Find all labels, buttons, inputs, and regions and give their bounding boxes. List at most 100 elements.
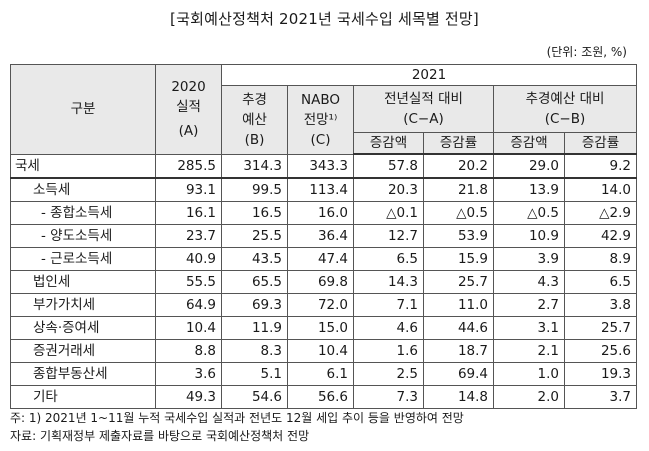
- cell-2020: 8.8: [155, 339, 222, 363]
- cell-supp: 16.5: [221, 201, 288, 225]
- cell-rate-budget: 6.5: [563, 270, 638, 294]
- cell-diff-budget: 2.0: [493, 385, 565, 409]
- header-increase-rate: 증감률: [563, 132, 638, 155]
- cell-nabo: 113.4: [287, 177, 354, 202]
- header-vs-prior-actual: 전년실적 대비 (C−A): [353, 85, 494, 133]
- cell-rate-actual: △0.5: [423, 201, 494, 225]
- cell-supp: 99.5: [221, 177, 288, 202]
- cell-2020: 285.5: [155, 153, 222, 179]
- cell-diff-budget: 2.7: [493, 293, 565, 317]
- table-row: 부가가치세 64.9 69.3 72.0 7.1 11.0 2.7 3.8: [10, 293, 638, 317]
- table-row: 소득세 93.1 99.5 113.4 20.3 21.8 13.9 14.0: [10, 177, 638, 202]
- cell-rate-budget: 25.7: [563, 316, 638, 340]
- table-row: - 근로소득세 40.9 43.5 47.4 6.5 15.9 3.9 8.9: [10, 247, 638, 271]
- cell-rate-actual: 44.6: [423, 316, 494, 340]
- row-label: 기타: [10, 385, 156, 409]
- cell-diff-budget: 13.9: [493, 177, 565, 202]
- row-label: - 종합소득세: [10, 201, 156, 225]
- cell-nabo: 10.4: [287, 339, 354, 363]
- cell-2020: 10.4: [155, 316, 222, 340]
- table-row: - 종합소득세 16.1 16.5 16.0 △0.1 △0.5 △0.5 △2…: [10, 201, 638, 225]
- cell-2020: 23.7: [155, 224, 222, 248]
- cell-diff-budget: 2.1: [493, 339, 565, 363]
- cell-diff-budget: 3.9: [493, 247, 565, 271]
- cell-nabo: 36.4: [287, 224, 354, 248]
- tax-revenue-table: 구분 2020 실적 (A) 2021 추경 예산 (B) NABO 전망¹⁾ …: [10, 64, 638, 409]
- cell-rate-budget: 14.0: [563, 177, 638, 202]
- cell-diff-budget: △0.5: [493, 201, 565, 225]
- table-title: [국회예산정책처 2021년 국세수입 세목별 전망]: [170, 10, 479, 28]
- footnote-note: 주: 1) 2021년 1~11월 누적 국세수입 실적과 전년도 12월 세입…: [10, 411, 464, 425]
- cell-diff-actual: 6.5: [353, 247, 424, 271]
- cell-nabo: 16.0: [287, 201, 354, 225]
- header-2020-actual: 2020 실적 (A): [155, 64, 222, 155]
- cell-2020: 49.3: [155, 385, 222, 409]
- cell-nabo: 47.4: [287, 247, 354, 271]
- footnote-source: 자료: 기획재정부 제출자료를 바탕으로 국회예산정책처 전망: [10, 429, 310, 443]
- cell-supp: 314.3: [221, 153, 288, 179]
- cell-rate-budget: △2.9: [563, 201, 638, 225]
- cell-supp: 43.5: [221, 247, 288, 271]
- cell-rate-budget: 25.6: [563, 339, 638, 363]
- header-increase-rate: 증감률: [423, 132, 494, 155]
- cell-diff-actual: △0.1: [353, 201, 424, 225]
- cell-2020: 93.1: [155, 177, 222, 202]
- cell-nabo: 343.3: [287, 153, 354, 179]
- cell-supp: 25.5: [221, 224, 288, 248]
- cell-diff-actual: 2.5: [353, 362, 424, 386]
- row-label: 증권거래세: [10, 339, 156, 363]
- cell-diff-actual: 7.1: [353, 293, 424, 317]
- cell-diff-budget: 10.9: [493, 224, 565, 248]
- cell-diff-actual: 14.3: [353, 270, 424, 294]
- header-2021: 2021: [220, 64, 638, 86]
- cell-supp: 65.5: [221, 270, 288, 294]
- cell-rate-actual: 69.4: [423, 362, 494, 386]
- cell-rate-actual: 20.2: [423, 153, 494, 179]
- cell-rate-actual: 53.9: [423, 224, 494, 248]
- cell-rate-actual: 25.7: [423, 270, 494, 294]
- cell-diff-budget: 29.0: [493, 153, 565, 179]
- header-category: 구분: [10, 64, 156, 155]
- cell-nabo: 6.1: [287, 362, 354, 386]
- table-row: 국세 285.5 314.3 343.3 57.8 20.2 29.0 9.2: [10, 153, 638, 179]
- row-label: 소득세: [10, 177, 156, 202]
- cell-nabo: 69.8: [287, 270, 354, 294]
- row-label: 부가가치세: [10, 293, 156, 317]
- cell-supp: 8.3: [221, 339, 288, 363]
- cell-diff-actual: 20.3: [353, 177, 424, 202]
- header-vs-supp-budget: 추경예산 대비 (C−B): [492, 85, 638, 133]
- header-increase-amount: 증감액: [353, 132, 424, 155]
- cell-rate-budget: 3.8: [563, 293, 638, 317]
- cell-2020: 3.6: [155, 362, 222, 386]
- cell-nabo: 72.0: [287, 293, 354, 317]
- cell-2020: 64.9: [155, 293, 222, 317]
- header-increase-amount: 증감액: [493, 132, 565, 155]
- cell-diff-budget: 4.3: [493, 270, 565, 294]
- table-row: 종합부동산세 3.6 5.1 6.1 2.5 69.4 1.0 19.3: [10, 362, 638, 386]
- cell-diff-actual: 57.8: [353, 153, 424, 179]
- cell-rate-budget: 3.7: [563, 385, 638, 409]
- table-row: 기타 49.3 54.6 56.6 7.3 14.8 2.0 3.7: [10, 385, 638, 409]
- table-row: 상속·증여세 10.4 11.9 15.0 4.6 44.6 3.1 25.7: [10, 316, 638, 340]
- row-label: - 근로소득세: [10, 247, 156, 271]
- cell-rate-budget: 8.9: [563, 247, 638, 271]
- cell-diff-actual: 7.3: [353, 385, 424, 409]
- cell-rate-actual: 21.8: [423, 177, 494, 202]
- cell-diff-actual: 4.6: [353, 316, 424, 340]
- header-nabo-forecast: NABO 전망¹⁾ (C): [287, 85, 354, 155]
- cell-nabo: 15.0: [287, 316, 354, 340]
- cell-supp: 54.6: [221, 385, 288, 409]
- cell-supp: 69.3: [221, 293, 288, 317]
- cell-rate-actual: 14.8: [423, 385, 494, 409]
- cell-diff-actual: 12.7: [353, 224, 424, 248]
- row-label: 국세: [10, 153, 156, 179]
- cell-rate-actual: 18.7: [423, 339, 494, 363]
- table-row: 법인세 55.5 65.5 69.8 14.3 25.7 4.3 6.5: [10, 270, 638, 294]
- cell-diff-budget: 1.0: [493, 362, 565, 386]
- cell-diff-actual: 1.6: [353, 339, 424, 363]
- cell-2020: 16.1: [155, 201, 222, 225]
- cell-2020: 40.9: [155, 247, 222, 271]
- cell-supp: 5.1: [221, 362, 288, 386]
- row-label: 종합부동산세: [10, 362, 156, 386]
- cell-diff-budget: 3.1: [493, 316, 565, 340]
